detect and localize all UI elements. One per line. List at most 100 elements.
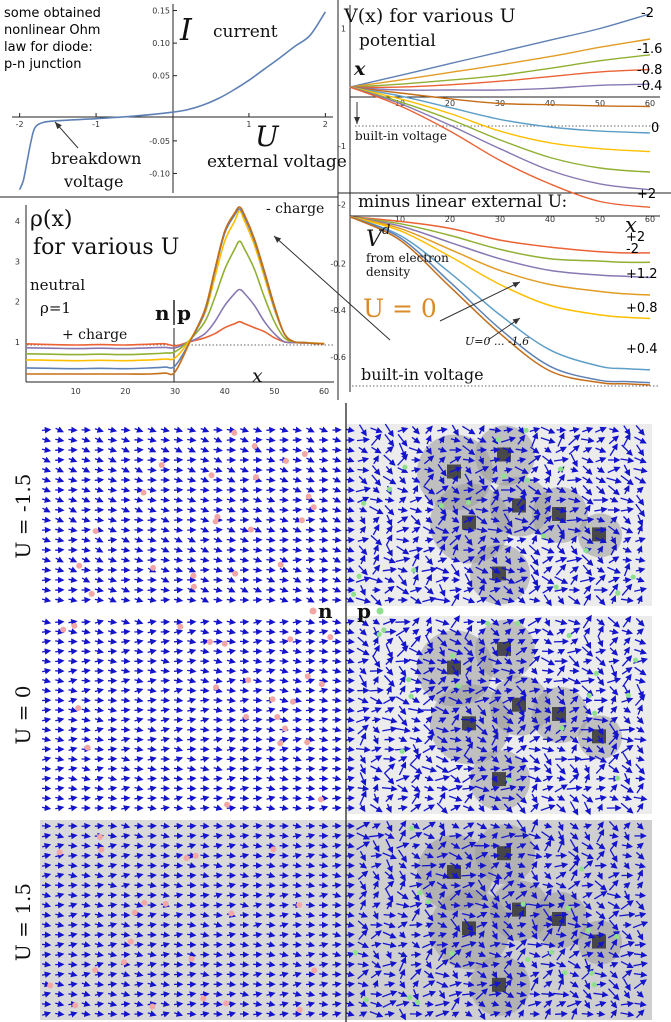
field-arrow: [187, 476, 197, 483]
field-arrow: [370, 535, 383, 546]
field-arrow: [477, 872, 487, 879]
field-arrow: [200, 496, 210, 503]
field-arrow: [450, 563, 460, 577]
donor-dot: [88, 590, 95, 597]
field-arrow: [41, 426, 52, 434]
field-arrow: [266, 765, 276, 773]
field-arrow: [121, 638, 131, 646]
field-arrow: [160, 596, 171, 604]
field-arrow: [41, 951, 52, 958]
field-arrow: [240, 586, 249, 593]
field-arrow: [160, 496, 171, 504]
field-arrow: [370, 594, 382, 606]
field-arrow: [306, 456, 315, 463]
field-arrow: [306, 466, 315, 473]
field-arrow: [147, 466, 157, 474]
field-arrow: [94, 766, 104, 773]
field-arrow: [266, 707, 276, 714]
field-arrow: [55, 755, 65, 762]
field-arrow: [253, 687, 263, 694]
n-dot-marker: [309, 607, 317, 615]
field-arrow: [568, 444, 580, 455]
density-cell: [447, 464, 461, 479]
field-arrow: [173, 785, 184, 792]
field-arrow: [556, 486, 567, 493]
field-arrow: [107, 506, 118, 514]
field-arrow: [121, 677, 131, 685]
field-arrow: [68, 586, 78, 594]
field-arrow: [636, 545, 643, 554]
field-arrow: [147, 628, 157, 636]
donor-dot: [301, 450, 308, 457]
field-arrow: [174, 446, 183, 453]
iv-note-4: p-n junction: [4, 57, 81, 72]
field-arrow: [319, 736, 329, 743]
field-arrow: [623, 433, 631, 447]
field-arrow: [94, 1001, 105, 1008]
field-arrow: [41, 446, 52, 453]
field-arrow: [305, 667, 316, 675]
field-arrow: [226, 648, 236, 655]
donor-dot: [221, 640, 228, 647]
donor-dot: [192, 852, 199, 859]
field-arrow: [371, 446, 382, 454]
field-arrow: [81, 496, 91, 503]
field-arrow: [345, 596, 355, 603]
field-arrow: [107, 687, 118, 694]
field-arrow: [147, 756, 157, 763]
field-arrow: [108, 516, 118, 523]
acceptor-dot: [614, 775, 620, 781]
field-arrow: [266, 921, 276, 929]
field-arrow: [529, 596, 541, 604]
field-arrow: [596, 545, 604, 554]
field-arrow: [147, 804, 157, 811]
field-arrow: [213, 657, 223, 664]
field-arrow: [502, 597, 515, 604]
field-arrow: [41, 756, 52, 763]
field-arrow: [305, 775, 316, 782]
field-label-neg: U = -1.5: [11, 474, 35, 559]
field-arrow: [55, 648, 65, 655]
field-arrow: [253, 526, 262, 533]
field-arrow: [279, 526, 289, 533]
field-arrow: [41, 687, 52, 694]
field-arrow: [544, 618, 551, 627]
field-arrow: [134, 576, 144, 584]
field-arrow: [319, 466, 329, 473]
field-arrow: [596, 566, 605, 573]
field-arrow: [517, 434, 526, 445]
field-arrow: [319, 687, 329, 694]
field-arrow: [425, 574, 432, 586]
field-arrow: [41, 628, 52, 636]
field-arrow: [55, 716, 65, 724]
field-arrow: [94, 980, 105, 988]
field-arrow: [160, 446, 170, 453]
field-arrow: [581, 516, 595, 524]
field-arrow: [55, 687, 65, 694]
field-arrow: [134, 476, 144, 483]
field-arrow: [463, 765, 475, 773]
field-arrow: [107, 638, 118, 645]
acceptor-dot: [406, 677, 412, 683]
vx-series-line: [349, 86, 651, 191]
field-arrow: [200, 717, 210, 724]
acceptor-dot: [408, 693, 414, 699]
field-arrow: [68, 882, 78, 889]
field-arrow: [68, 596, 78, 603]
field-arrow: [41, 941, 52, 948]
field-arrow: [174, 536, 183, 543]
field-arrow: [41, 466, 52, 473]
donor-dot: [183, 855, 190, 862]
field-arrow: [423, 485, 436, 495]
field-arrow: [187, 446, 196, 453]
field-arrow: [147, 687, 157, 694]
field-arrow: [544, 475, 551, 484]
field-arrow: [608, 576, 620, 583]
vx-curve-label: -0.4: [637, 79, 662, 94]
field-arrow: [476, 618, 488, 626]
field-arrow: [411, 951, 422, 958]
field-arrow: [147, 446, 157, 453]
field-arrow: [438, 584, 446, 597]
field-arrow: [636, 595, 643, 604]
field-arrow: [279, 506, 289, 514]
